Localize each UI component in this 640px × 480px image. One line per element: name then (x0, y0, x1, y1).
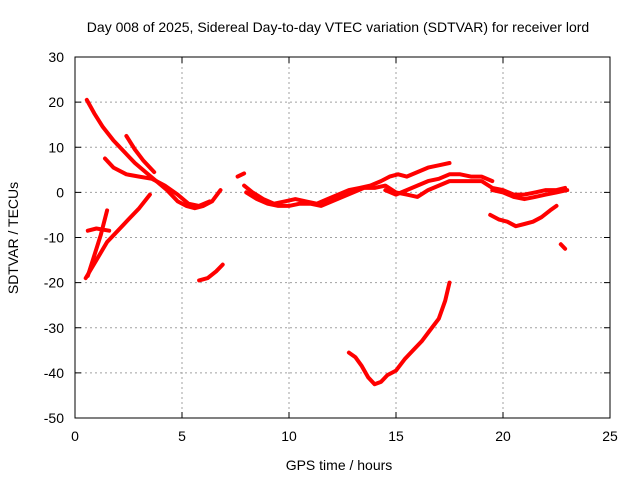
series-track-4 (83, 192, 152, 281)
series-track-7 (197, 262, 225, 283)
series-track-9 (242, 161, 452, 206)
y-tick-label: 0 (56, 184, 64, 200)
y-tick-label: -50 (44, 410, 64, 426)
plot-frame (74, 56, 611, 419)
series-track-15 (346, 280, 452, 387)
series-track-14 (558, 242, 568, 251)
series-track-11 (383, 172, 495, 197)
series-track-8 (235, 171, 247, 179)
y-tick-label: -30 (44, 320, 64, 336)
y-tick-label: -10 (44, 230, 64, 246)
series-track-12 (490, 188, 570, 202)
y-axis-label: SDTVAR / TECUs (5, 182, 21, 294)
series-track-6 (85, 226, 112, 233)
grid-lines (75, 57, 610, 418)
x-tick-label: 20 (495, 428, 511, 444)
x-tick-label: 25 (602, 428, 618, 444)
y-tick-label: -20 (44, 275, 64, 291)
y-tick-label: 30 (48, 49, 64, 65)
x-tick-label: 0 (71, 428, 79, 444)
series-track-5 (85, 208, 110, 278)
series-track-10 (244, 179, 568, 208)
axis-ticks: 0 5 10 15 20 25 -50 -40 -30 -20 -10 0 10 20 30 (44, 49, 618, 444)
y-tick-label: 20 (48, 94, 64, 110)
series-track-13 (488, 203, 559, 229)
x-tick-label: 5 (178, 428, 186, 444)
x-tick-label: 15 (388, 428, 404, 444)
series-track-3 (124, 134, 157, 175)
x-axis-label: GPS time / hours (286, 457, 393, 473)
x-tick-label: 10 (281, 428, 297, 444)
chart-title: Day 008 of 2025, Sidereal Day-to-day VTE… (87, 19, 589, 35)
y-tick-label: 10 (48, 139, 64, 155)
y-tick-label: -40 (44, 365, 64, 381)
data-series (83, 97, 570, 387)
series-track-2 (103, 156, 212, 208)
